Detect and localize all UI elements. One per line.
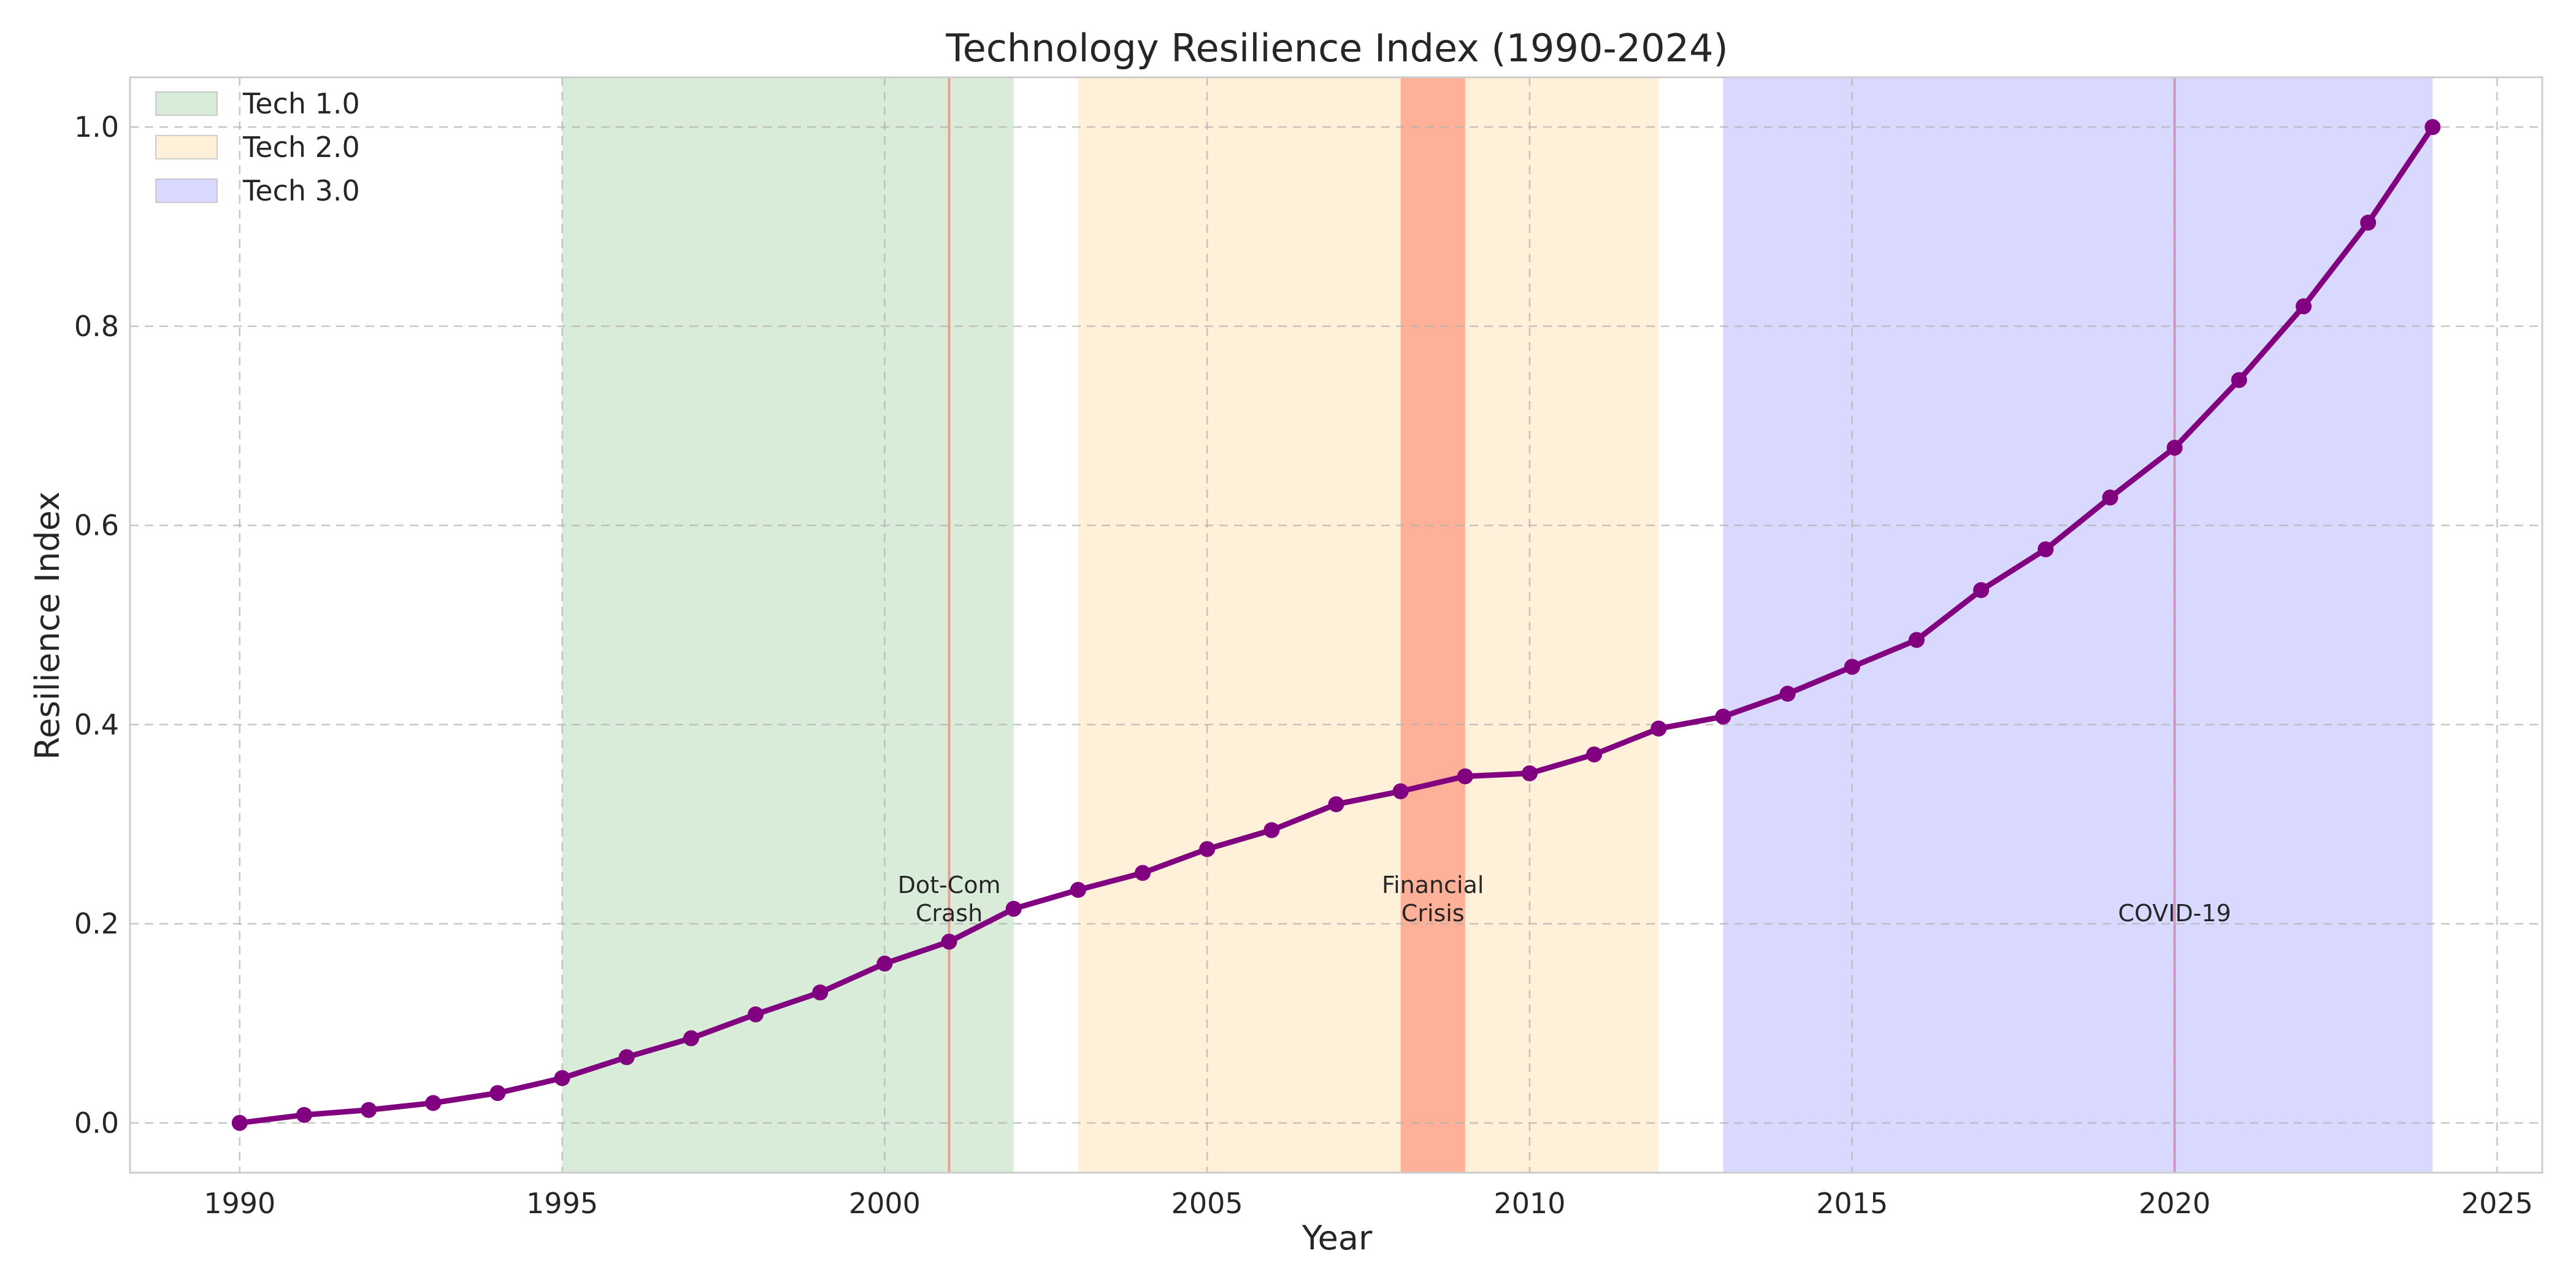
y-tick-label: 0.6	[74, 509, 119, 542]
era-span-2	[1078, 77, 1659, 1173]
legend-label-3: Tech 3.0	[242, 174, 360, 207]
chart-title: Technology Resilience Index (1990-2024)	[945, 26, 1728, 71]
era-span-1	[562, 77, 1014, 1173]
plot-area: 1990 1995 2000 2005 2010 2015 2020 2025 0.0 0.2 0.…	[74, 76, 2543, 1220]
data-point	[618, 1049, 635, 1065]
y-tick-label: 0.2	[74, 907, 119, 940]
y-tick-label: 1.0	[74, 110, 119, 144]
data-point	[812, 984, 829, 1001]
data-point	[2231, 372, 2247, 388]
x-tick-label: 2000	[849, 1187, 921, 1220]
data-point	[683, 1030, 699, 1046]
y-tick-label: 0.8	[74, 310, 119, 343]
data-point	[1908, 632, 1925, 648]
data-point	[941, 933, 957, 950]
data-point	[1392, 783, 1409, 800]
data-point	[1263, 822, 1280, 838]
data-point	[1005, 900, 1022, 917]
era-span-3	[1723, 77, 2433, 1173]
data-point	[2166, 439, 2183, 456]
data-point	[876, 956, 893, 972]
event-label-2: Financial	[1382, 872, 1484, 899]
x-tick-label: 2020	[2139, 1187, 2210, 1220]
axes-frame	[129, 76, 2543, 1174]
legend-swatch-1	[155, 91, 218, 116]
event-label-1: Dot-Com	[898, 872, 1001, 899]
legend-swatch-3	[155, 178, 218, 203]
data-point	[1070, 881, 1086, 898]
data-point	[1586, 746, 1603, 763]
event-label-2: Crisis	[1401, 900, 1465, 927]
data-point	[2102, 489, 2118, 506]
data-point	[489, 1085, 506, 1102]
event-label-3: COVID-19	[2118, 900, 2231, 927]
event-label-1: Crash	[916, 900, 983, 927]
data-point	[1457, 768, 1473, 784]
data-point	[1521, 765, 1538, 781]
event-span-2	[1400, 77, 1465, 1173]
data-point	[2425, 119, 2441, 136]
data-point	[231, 1114, 248, 1131]
data-point	[361, 1102, 377, 1118]
data-point	[1779, 686, 1796, 702]
y-tick-label: 0.0	[74, 1106, 119, 1140]
legend-swatch-2	[155, 135, 218, 159]
legend-label-1: Tech 1.0	[242, 87, 360, 120]
x-tick-label: 2010	[1493, 1187, 1565, 1220]
x-tick-label: 2025	[2461, 1187, 2533, 1220]
x-axis-label: Year	[1301, 1219, 1373, 1257]
data-point	[2295, 298, 2312, 315]
x-tick-label: 2005	[1171, 1187, 1243, 1220]
x-tick-label: 2015	[1816, 1187, 1888, 1220]
legend-label-2: Tech 2.0	[242, 131, 360, 164]
data-point	[1199, 841, 1216, 857]
y-tick-label: 0.4	[74, 708, 119, 741]
data-point	[425, 1095, 442, 1111]
data-point	[1973, 582, 1990, 599]
data-point	[554, 1070, 570, 1086]
x-tick-label: 1995	[526, 1187, 598, 1220]
data-point	[2360, 215, 2377, 231]
data-point	[1844, 659, 1860, 675]
data-point	[1328, 796, 1344, 813]
data-point	[2037, 541, 2054, 558]
data-point	[296, 1106, 312, 1123]
x-tick-label: 1990	[204, 1187, 275, 1220]
data-point	[748, 1006, 764, 1022]
y-axis-label: Resilience Index	[28, 491, 67, 760]
data-point	[1650, 720, 1667, 737]
data-point	[1715, 708, 1731, 725]
data-point	[1135, 865, 1151, 881]
